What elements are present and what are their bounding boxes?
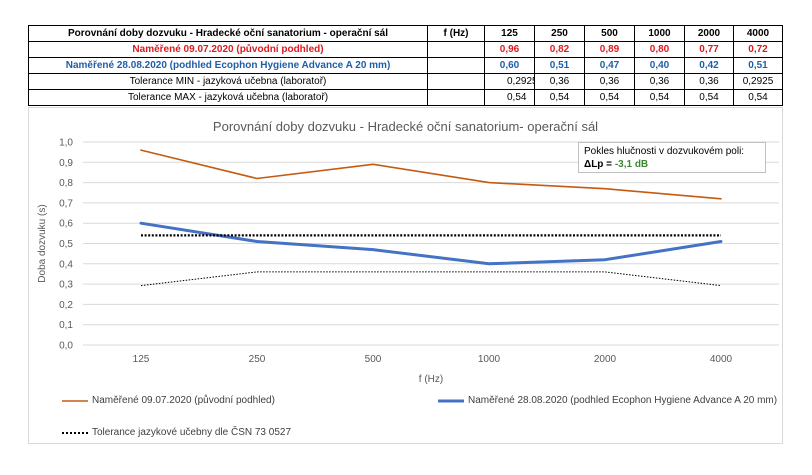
x-axis-label: f (Hz) xyxy=(419,374,443,385)
x-tick-label: 4000 xyxy=(710,354,733,365)
empty-cell xyxy=(427,73,485,90)
y-tick-label: 0,3 xyxy=(59,280,73,291)
value-cell: 0,2925 xyxy=(733,73,783,90)
note-eq: = xyxy=(603,159,615,170)
chart-title: Porovnání doby dozvuku - Hradecké oční s… xyxy=(212,119,599,134)
y-tick-label: 0,1 xyxy=(59,320,73,331)
chart-panel: Porovnání doby dozvuku - Hradecké oční s… xyxy=(28,107,783,444)
legend-label: Tolerance jazykové učebny dle ČSN 73 052… xyxy=(92,427,292,438)
value-cell: 0,60 xyxy=(484,57,535,74)
value-cell: 0,54 xyxy=(634,89,685,106)
x-tick-label: 250 xyxy=(249,354,266,365)
value-cell: 0,80 xyxy=(634,41,685,58)
value-cell: 0,51 xyxy=(733,57,783,74)
legend-swatch-series1 xyxy=(62,399,88,402)
note-result: ΔLp = -3,1 dB xyxy=(584,158,760,171)
table-header-row: Porovnání doby dozvuku - Hradecké oční s… xyxy=(28,25,783,42)
y-tick-label: 0,0 xyxy=(59,341,73,352)
y-tick-label: 0,6 xyxy=(59,219,73,230)
table-row: Tolerance MAX - jazyková učebna (laborat… xyxy=(28,89,783,106)
legend-item: Tolerance jazykové učebny dle ČSN 73 052… xyxy=(62,427,291,438)
note-line: Pokles hlučnosti v dozvukovém poli: xyxy=(584,146,745,157)
value-cell: 0,51 xyxy=(534,57,585,74)
value-cell: 0,36 xyxy=(684,73,734,90)
value-cell: 0,54 xyxy=(534,89,585,106)
freq-unit-cell: f (Hz) xyxy=(427,25,485,42)
value-cell: 0,77 xyxy=(684,41,734,58)
note-label: ΔLp xyxy=(584,159,604,170)
freq-header-cell: 2000 xyxy=(684,25,734,42)
y-tick-label: 0,8 xyxy=(59,178,73,189)
value-cell: 0,36 xyxy=(534,73,585,90)
legend-label: Naměřené 09.07.2020 (původní podhled) xyxy=(92,395,275,406)
legend-item: Naměřené 09.07.2020 (původní podhled) xyxy=(62,395,275,406)
freq-header-cell: 1000 xyxy=(634,25,685,42)
table-row: Naměřené 28.08.2020 (podhled Ecophon Hyg… xyxy=(28,57,783,74)
value-cell: 0,82 xyxy=(534,41,585,58)
legend-label: Naměřené 28.08.2020 (podhled Ecophon Hyg… xyxy=(468,395,778,406)
value-cell: 0,54 xyxy=(584,89,635,106)
series-line-2 xyxy=(139,221,723,266)
empty-cell xyxy=(427,89,485,106)
value-cell: 0,36 xyxy=(584,73,635,90)
freq-header-cell: 500 xyxy=(584,25,635,42)
x-tick-label: 125 xyxy=(133,354,150,365)
x-tick-label: 500 xyxy=(365,354,382,365)
empty-cell xyxy=(427,57,485,74)
value-cell: 0,54 xyxy=(733,89,783,106)
y-tick-label: 0,2 xyxy=(59,300,73,311)
y-tick-label: 1,0 xyxy=(59,138,73,149)
table-title-cell: Porovnání doby dozvuku - Hradecké oční s… xyxy=(28,25,428,42)
legend-item: Naměřené 28.08.2020 (podhled Ecophon Hyg… xyxy=(438,395,777,406)
value-cell: 0,47 xyxy=(584,57,635,74)
x-tick-label: 1000 xyxy=(478,354,501,365)
legend-swatch-series2 xyxy=(438,399,464,402)
series-line-4 xyxy=(140,271,722,287)
series-line-1 xyxy=(140,149,722,200)
y-axis-label: Doba dozvuku (s) xyxy=(37,204,48,282)
empty-cell xyxy=(427,41,485,58)
value-cell: 0,2925 xyxy=(484,73,535,90)
freq-header-cell: 4000 xyxy=(733,25,783,42)
table-row: Naměřené 09.07.2020 (původní podhled) 0,… xyxy=(28,41,783,58)
row-label: Naměřené 09.07.2020 (původní podhled) xyxy=(28,41,428,58)
freq-header-cell: 250 xyxy=(534,25,585,42)
value-cell: 0,72 xyxy=(733,41,783,58)
value-cell: 0,54 xyxy=(484,89,535,106)
value-cell: 0,54 xyxy=(684,89,734,106)
row-label: Naměřené 28.08.2020 (podhled Ecophon Hyg… xyxy=(28,57,428,74)
table-row: Tolerance MIN - jazyková učebna (laborat… xyxy=(28,73,783,90)
y-tick-label: 0,4 xyxy=(59,259,73,270)
row-label: Tolerance MAX - jazyková učebna (laborat… xyxy=(28,89,428,106)
y-tick-label: 0,9 xyxy=(59,158,73,169)
freq-header-cell: 125 xyxy=(484,25,535,42)
value-cell: 0,96 xyxy=(484,41,535,58)
results-table: Porovnání doby dozvuku - Hradecké oční s… xyxy=(28,25,783,106)
value-cell: 0,89 xyxy=(584,41,635,58)
chart-plot: 0,0 0,1 0,2 0,3 0,4 0,5 0,6 0,7 0,8 0,9 1,0 125 250 5… xyxy=(37,138,779,385)
value-cell: 0,36 xyxy=(634,73,685,90)
row-label: Tolerance MIN - jazyková učebna (laborat… xyxy=(28,73,428,90)
note-value: -3,1 dB xyxy=(614,159,649,170)
y-tick-label: 0,7 xyxy=(59,198,73,209)
x-tick-label: 2000 xyxy=(594,354,617,365)
noise-reduction-note: Pokles hlučnosti v dozvukovém poli: ΔLp … xyxy=(578,142,766,173)
value-cell: 0,40 xyxy=(634,57,685,74)
legend-swatch-tolerance xyxy=(62,431,88,434)
y-tick-label: 0,5 xyxy=(59,239,73,250)
value-cell: 0,42 xyxy=(684,57,734,74)
